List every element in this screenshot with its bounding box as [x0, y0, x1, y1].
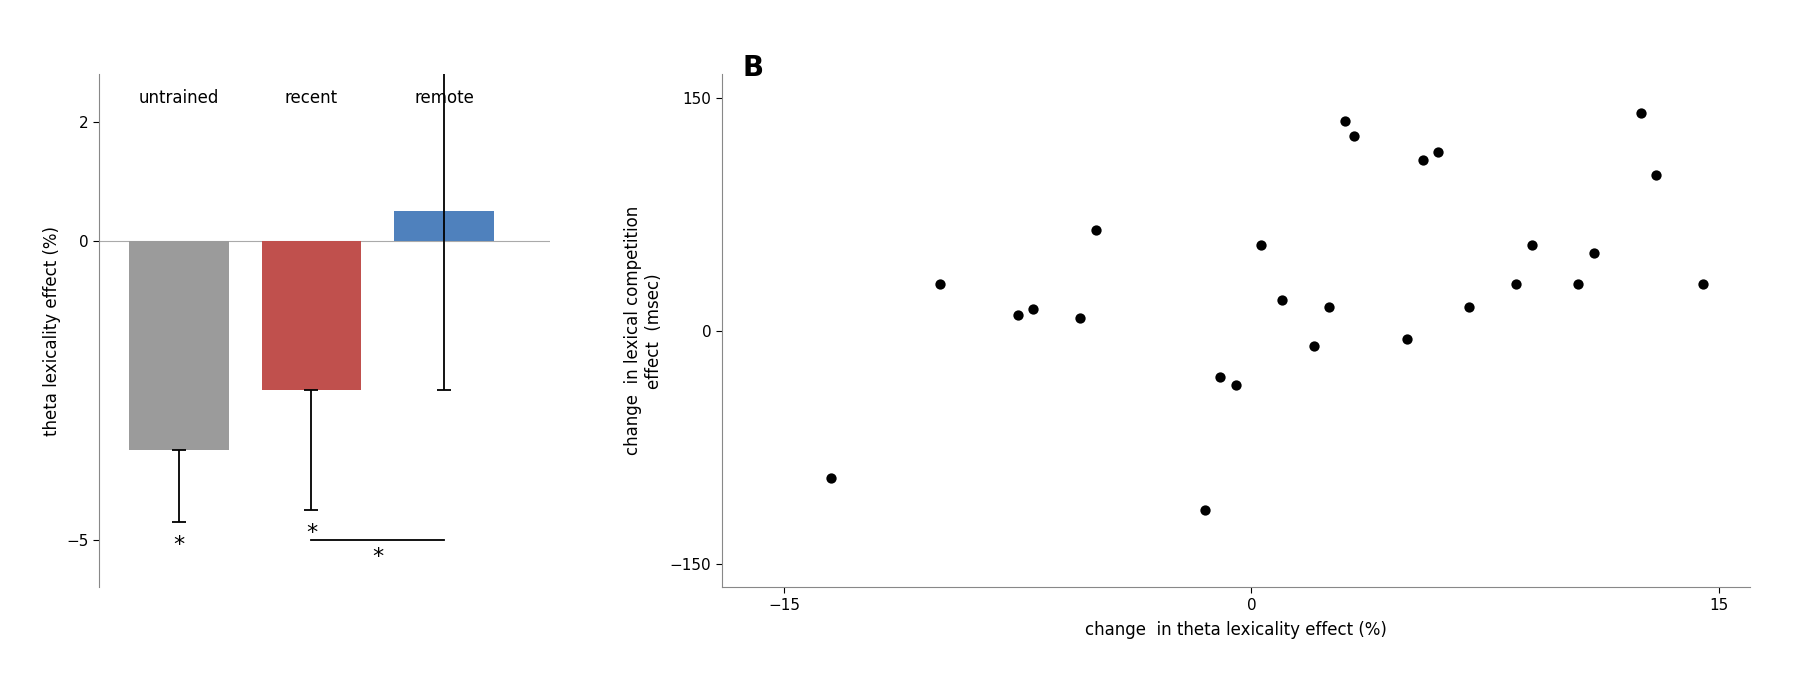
Y-axis label: change  in lexical competition
effect  (msec): change in lexical competition effect (ms… [624, 206, 662, 456]
Text: *: * [173, 535, 184, 555]
Point [1019, 304, 1048, 315]
Point [1642, 170, 1671, 181]
Point [1409, 155, 1438, 165]
Text: untrained: untrained [139, 89, 218, 107]
Point [925, 279, 954, 290]
Point [1456, 302, 1485, 313]
Point [1689, 279, 1717, 290]
Bar [395, 211, 494, 241]
Point [1340, 131, 1369, 142]
Point [1315, 302, 1344, 313]
Point [1221, 380, 1250, 391]
Y-axis label: theta lexicality effect (%): theta lexicality effect (%) [43, 225, 61, 436]
Point [1003, 310, 1032, 321]
Point [1066, 313, 1095, 324]
Point [1081, 224, 1109, 235]
Point [1299, 341, 1328, 352]
Point [1393, 333, 1422, 344]
Point [1564, 279, 1593, 290]
Point [1330, 115, 1358, 126]
Point [1247, 240, 1275, 250]
Text: *: * [307, 523, 318, 543]
Text: B: B [741, 54, 763, 82]
Bar [262, 241, 361, 390]
Point [1423, 146, 1452, 157]
Point [1205, 372, 1234, 383]
Text: recent: recent [285, 89, 337, 107]
X-axis label: change  in theta lexicality effect (%): change in theta lexicality effect (%) [1084, 621, 1387, 639]
Text: remote: remote [415, 89, 474, 107]
Point [1191, 504, 1220, 515]
Point [815, 473, 844, 484]
Text: *: * [372, 547, 384, 567]
Point [1268, 294, 1297, 305]
Point [1580, 248, 1609, 259]
Bar [130, 241, 229, 450]
Point [1501, 279, 1530, 290]
Point [1627, 108, 1656, 119]
Point [1517, 240, 1546, 250]
